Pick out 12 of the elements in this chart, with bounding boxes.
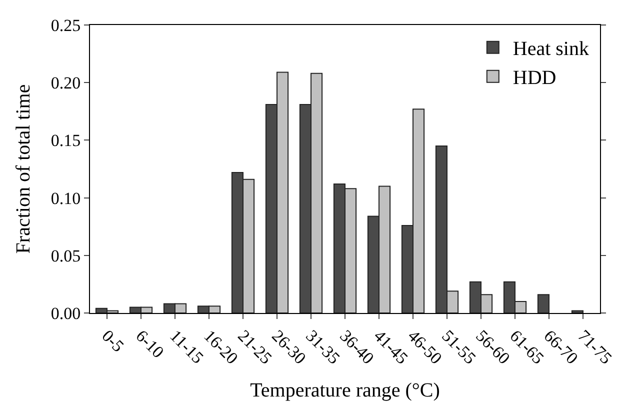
x-axis-title: Temperature range (°C) [250, 379, 440, 402]
y-tick-label: 0.05 [50, 246, 81, 266]
x-tick-label: 0-5 [98, 326, 128, 356]
y-tick-label: 0.25 [50, 16, 81, 35]
legend-label: HDD [512, 67, 556, 90]
legend-label: Heat sink [512, 38, 589, 60]
y-tick-label: 0.20 [50, 74, 81, 93]
y-tick-label: 0.10 [50, 188, 81, 208]
y-tick-label: 0.00 [50, 304, 81, 323]
y-tick-label: 0.15 [50, 131, 81, 150]
x-tick-label: 6-10 [132, 326, 168, 362]
y-axis-title: Fraction of total time [12, 84, 34, 254]
